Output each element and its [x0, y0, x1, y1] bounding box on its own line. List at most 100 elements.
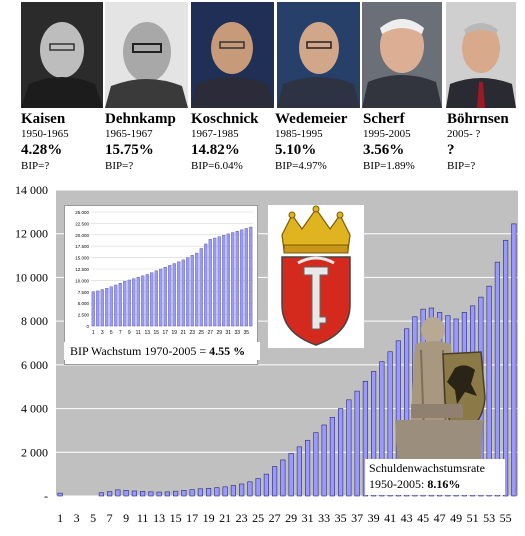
inset-x-tick-label: 31 [225, 330, 231, 336]
gdp-bar [199, 248, 203, 327]
inset-x-tick-label: 17 [162, 330, 168, 336]
mayor-name: Koschnick [191, 111, 259, 127]
debt-bar [107, 491, 113, 497]
gdp-caption-value: 4.55 % [209, 344, 246, 358]
debt-bar [148, 491, 154, 497]
inset-y-tick-label: 2.500 [78, 313, 90, 318]
gdp-bar [181, 259, 185, 327]
y-tick-label: 12 000 [15, 227, 48, 241]
portrait-koschnick-image [191, 2, 274, 108]
inset-x-axis-ticks: 1 3 5 7 9 11 13 15 17 19 21 23 25 27 29 31 33 35 [92, 330, 249, 336]
debt-bar [338, 408, 344, 497]
debt-bar [131, 490, 137, 497]
portrait-koschnick [191, 2, 274, 108]
inset-y-tick-label: 12.500 [75, 267, 89, 272]
debt-bar [214, 487, 220, 497]
mayor-bip: BIP=? [447, 160, 476, 173]
mayor-debt-rate: 15.75% [105, 142, 154, 159]
debt-bar [140, 491, 146, 497]
portrait-wedemeier [277, 2, 360, 108]
inset-x-tick-label: 33 [234, 330, 240, 336]
gdp-bar [159, 268, 163, 327]
mayor-name: Dehnkamp [105, 111, 176, 127]
bremen-coat-of-arms [268, 205, 364, 348]
x-tick-label: 49 [450, 511, 462, 525]
portrait-dehnkamp [105, 2, 188, 108]
x-tick-label: 9 [123, 511, 129, 525]
x-tick-label: 35 [335, 511, 347, 525]
debt-caption-line1: Schuldenwachstumsrate [369, 461, 485, 475]
mayor-koschnick: Koschnick 1967-1985 14.82% BIP=6.04% [191, 111, 275, 173]
debt-bar [354, 390, 360, 497]
debt-bar [239, 483, 245, 497]
debt-bar [156, 491, 162, 497]
debt-bar [115, 489, 121, 497]
inset-x-tick-label: 25 [198, 330, 204, 336]
x-tick-label: 15 [170, 511, 182, 525]
mayor-years: 1965-1967 [105, 127, 153, 140]
mayor-bohrnsen: Böhrnsen 2005- ? ? BIP=? [447, 111, 519, 173]
x-tick-label: 3 [74, 511, 80, 525]
debt-bar [272, 466, 278, 497]
x-tick-label: 47 [434, 511, 446, 525]
roland-statue-image [385, 312, 493, 463]
inset-x-tick-label: 29 [216, 330, 222, 336]
x-axis-ticks: 1 3 5 7 9 11 13 15 17 19 21 23 25 27 29 31 33 35 37 39 41 43 4… [57, 511, 512, 525]
mayor-debt-rate: 14.82% [191, 142, 240, 159]
gdp-bar [154, 270, 158, 327]
debt-bar [346, 399, 352, 497]
inset-y-tick-label: 7.500 [78, 290, 90, 295]
inset-x-tick-label: 3 [101, 330, 104, 336]
debt-bar [181, 490, 187, 497]
gdp-bar [195, 252, 199, 327]
x-tick-label: 19 [203, 511, 215, 525]
roland-statue-icon [395, 317, 486, 463]
debt-bar [189, 489, 195, 497]
debt-bar [222, 486, 228, 497]
gdp-bar [91, 291, 95, 327]
inset-y-tick-label: 22.500 [75, 221, 89, 226]
debt-bar [362, 380, 368, 497]
debt-bar [98, 492, 104, 497]
mayor-name: Scherf [363, 111, 405, 127]
gdp-bar [109, 286, 113, 327]
gdp-bar [105, 288, 109, 327]
debt-bar [387, 351, 393, 497]
x-tick-label: 37 [351, 511, 363, 525]
debt-bar [173, 490, 179, 497]
gdp-bar [204, 243, 208, 327]
mayor-name: Kaisen [21, 111, 66, 127]
mayor-years: 2005- ? [447, 127, 481, 140]
portrait-scherf [362, 2, 442, 108]
gdp-bar [208, 239, 212, 327]
inset-y-tick-label: 20.000 [75, 233, 89, 238]
x-tick-label: 27 [269, 511, 281, 525]
mayor-debt-rate: 5.10% [275, 142, 317, 159]
mayor-name: Wedemeier [275, 111, 348, 127]
coat-of-arms-icon [281, 205, 351, 346]
gdp-bar [217, 236, 221, 327]
gdp-bar [240, 229, 244, 327]
mayor-debt-rate: 3.56% [363, 142, 405, 159]
inset-x-tick-label: 13 [144, 330, 150, 336]
x-tick-label: 51 [467, 511, 479, 525]
inset-x-tick-label: 7 [119, 330, 122, 336]
inset-x-tick-label: 9 [128, 330, 131, 336]
debt-bar [395, 340, 401, 497]
portrait-kaisen [21, 2, 103, 108]
x-tick-label: 31 [302, 511, 314, 525]
y-tick-label: 4 000 [21, 402, 48, 416]
x-tick-label: 53 [483, 511, 495, 525]
debt-bar [511, 223, 517, 497]
gdp-bar [127, 279, 131, 327]
x-tick-label: 29 [285, 511, 297, 525]
x-tick-label: 41 [384, 511, 396, 525]
mayor-years: 1995-2005 [363, 127, 411, 140]
mayor-bip: BIP=6.04% [191, 160, 243, 173]
mayor-bip: BIP=4.97% [275, 160, 327, 173]
gdp-bar [222, 235, 226, 327]
x-tick-label: 17 [186, 511, 198, 525]
inset-gridlines [91, 211, 253, 327]
gdp-bar [100, 289, 104, 327]
mayor-bip: BIP=? [21, 160, 50, 173]
